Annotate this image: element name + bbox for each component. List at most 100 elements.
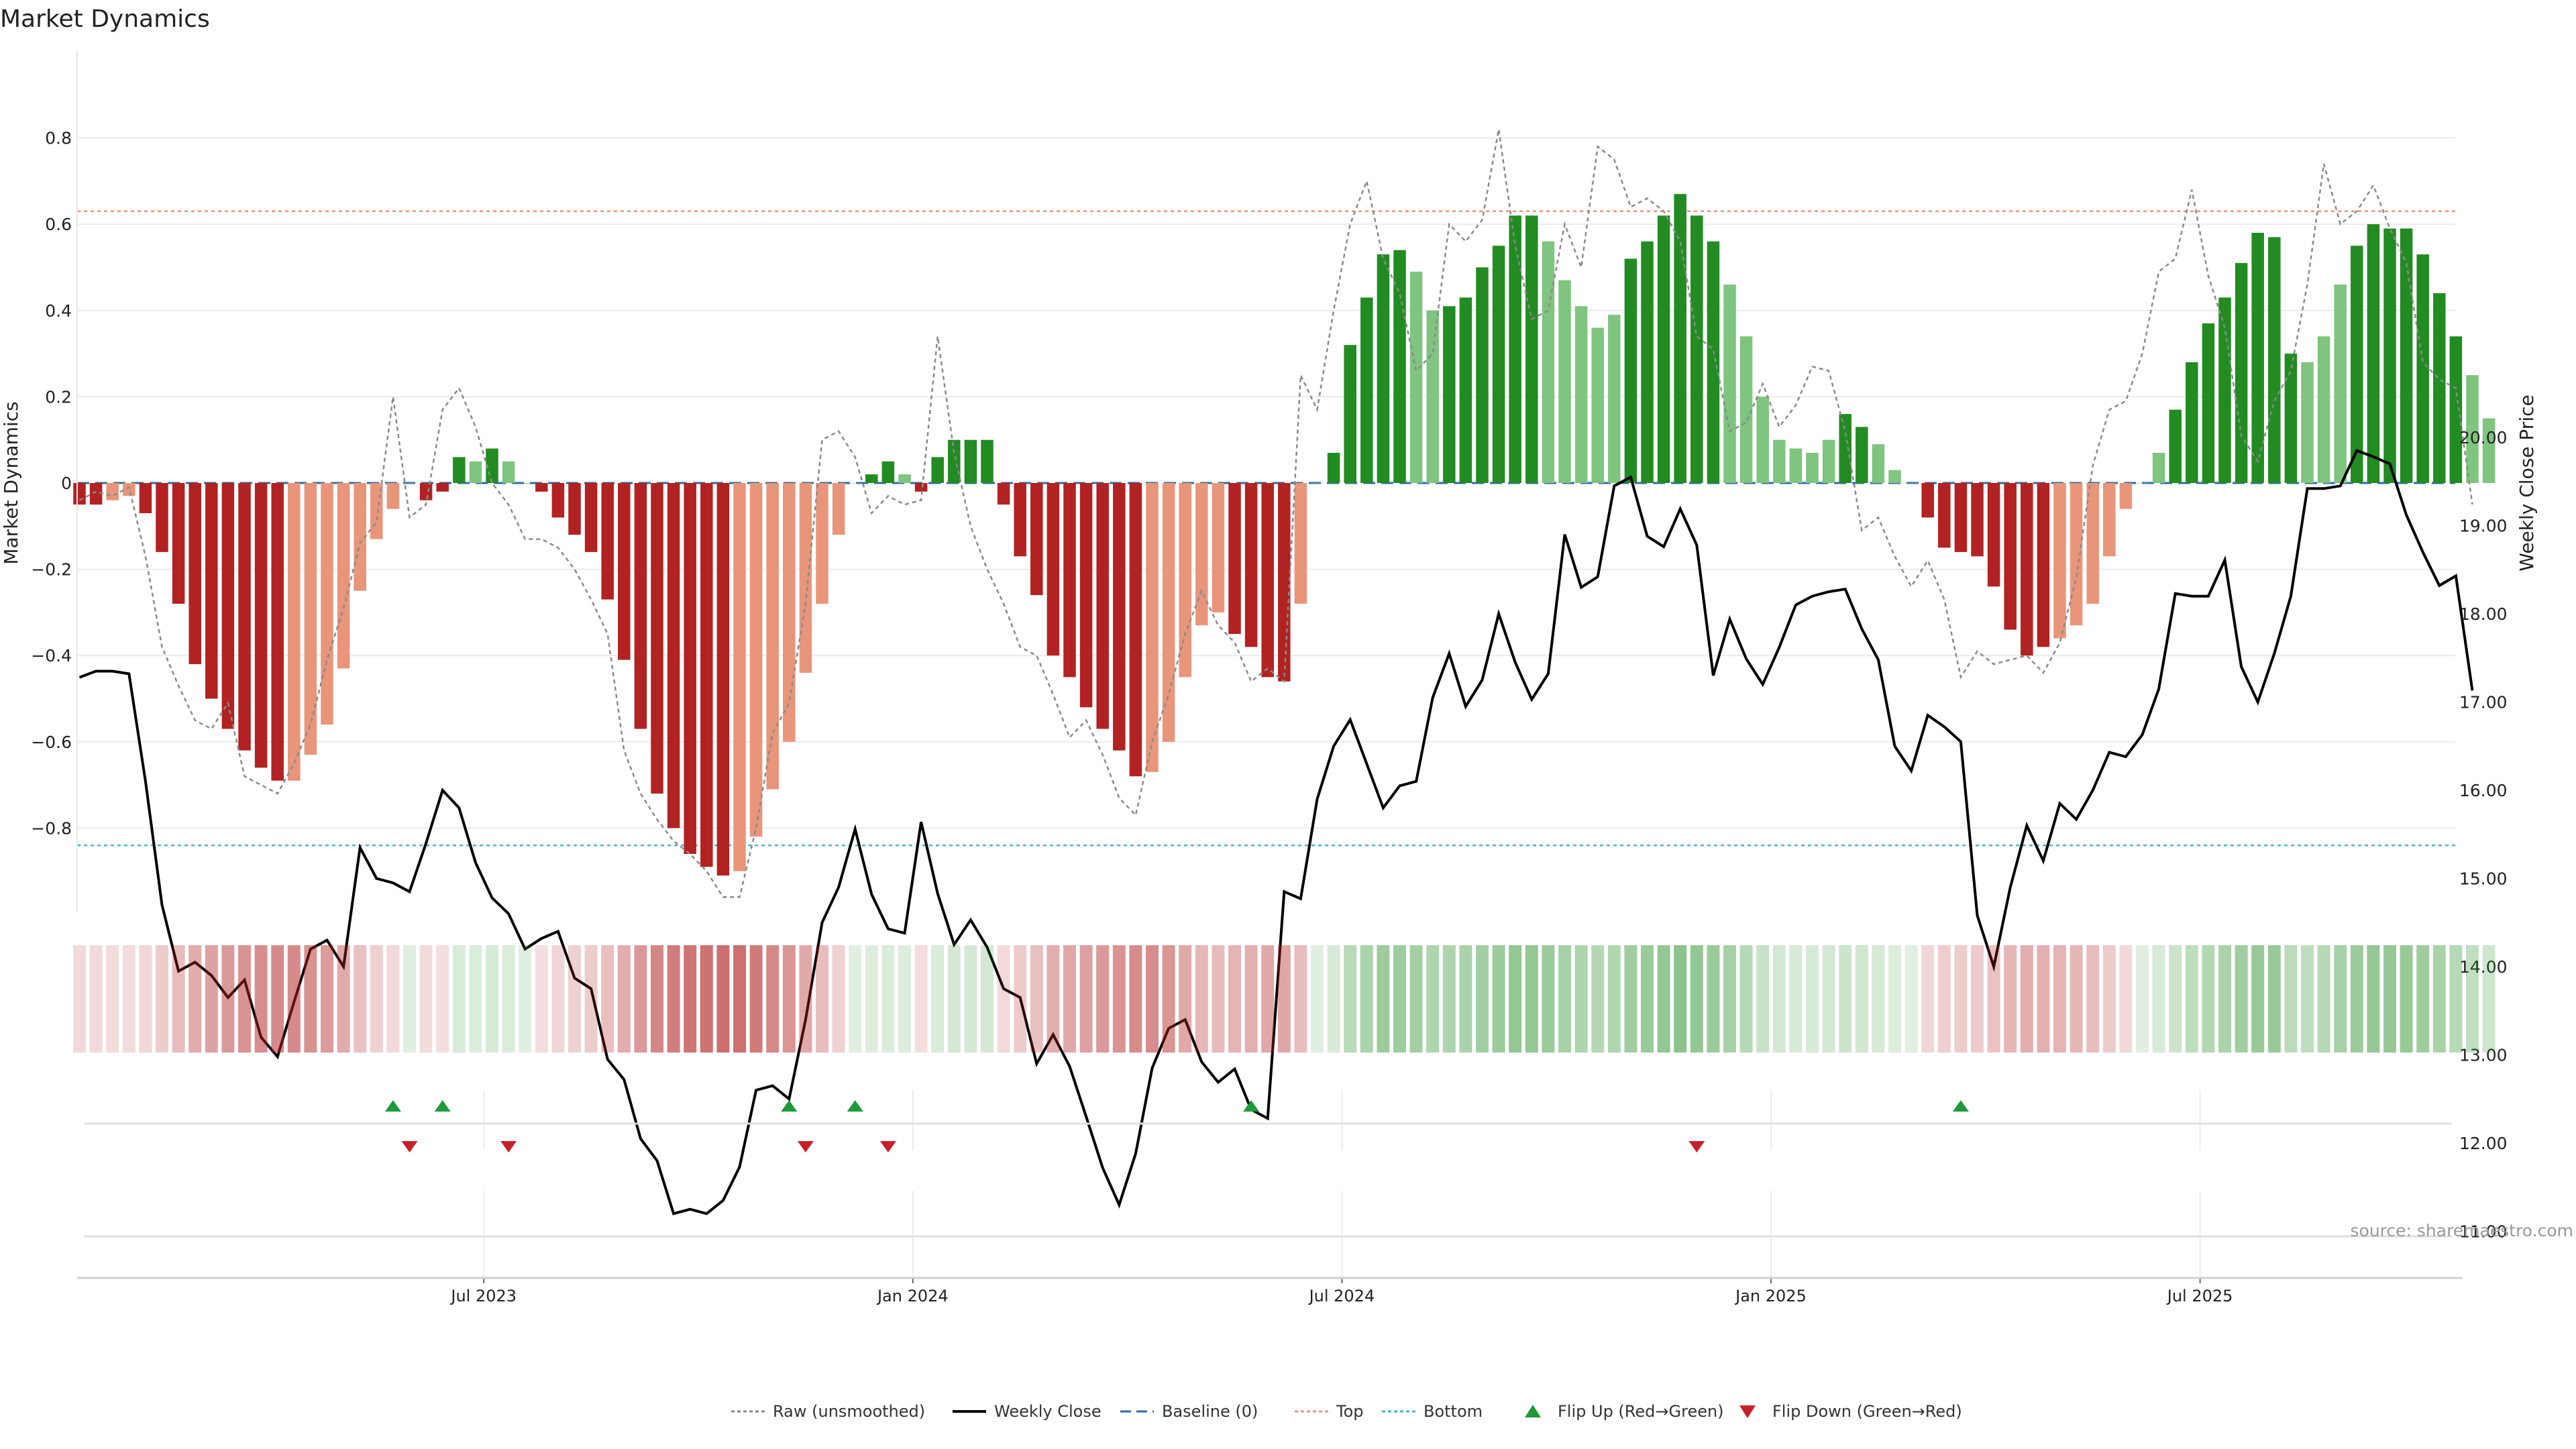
heat-cell bbox=[172, 945, 185, 1053]
heat-cell bbox=[651, 945, 663, 1053]
dynamics-bar bbox=[1228, 483, 1241, 635]
heat-cell bbox=[2169, 945, 2182, 1053]
dynamics-bar bbox=[436, 483, 449, 492]
heat-cell bbox=[502, 945, 515, 1053]
dynamics-bar bbox=[2186, 362, 2198, 483]
heat-cell bbox=[519, 945, 532, 1053]
dynamics-bar bbox=[1046, 483, 1060, 656]
dynamics-bar bbox=[453, 457, 466, 483]
heat-cell bbox=[1921, 945, 1935, 1053]
dynamics-bar bbox=[948, 439, 961, 483]
heat-cell bbox=[749, 945, 763, 1053]
left-tick-label: −0.2 bbox=[31, 560, 72, 580]
heat-cell bbox=[1789, 945, 1803, 1053]
heat-cell bbox=[1162, 945, 1175, 1053]
heat-cell bbox=[1129, 945, 1142, 1053]
flip-up-marker bbox=[384, 1100, 401, 1112]
heat-cell bbox=[1046, 945, 1060, 1053]
dynamics-bar bbox=[1872, 444, 1885, 483]
heat-cell bbox=[1063, 945, 1076, 1053]
dynamics-bar bbox=[2301, 362, 2314, 483]
heat-cell bbox=[1294, 945, 1307, 1053]
flip-down-marker bbox=[879, 1141, 896, 1152]
heat-cell bbox=[1954, 945, 1968, 1053]
heat-cell bbox=[1591, 945, 1605, 1053]
dynamics-bar bbox=[1624, 258, 1638, 483]
dynamics-bar bbox=[403, 483, 416, 484]
dynamics-bar bbox=[1278, 483, 1291, 682]
heat-cell bbox=[881, 945, 895, 1053]
heat-cell bbox=[370, 945, 383, 1053]
heat-cell bbox=[2185, 945, 2198, 1053]
heat-cell bbox=[964, 945, 977, 1053]
heat-cell bbox=[1311, 945, 1324, 1053]
heat-cell bbox=[122, 945, 136, 1053]
legend-item-raw: Raw (unsmoothed) bbox=[731, 1402, 925, 1421]
heat-cell bbox=[1112, 945, 1126, 1053]
heat-cell bbox=[354, 945, 367, 1053]
dynamics-bar bbox=[1476, 267, 1489, 483]
heat-cell bbox=[700, 945, 713, 1053]
dynamics-bar bbox=[1542, 241, 1555, 483]
heat-cell bbox=[1987, 945, 2000, 1053]
dynamics-bar bbox=[1344, 345, 1356, 483]
dynamics-bar bbox=[2482, 418, 2496, 483]
dynamics-bar bbox=[700, 483, 713, 867]
dynamics-bar bbox=[1162, 483, 1175, 742]
dynamics-bar bbox=[2268, 237, 2281, 483]
dynamics-bar bbox=[2086, 483, 2099, 604]
dynamics-bar bbox=[2103, 483, 2116, 557]
dynamics-bar bbox=[1789, 448, 1803, 483]
dynamics-bar bbox=[2351, 246, 2363, 483]
bars bbox=[73, 194, 2496, 876]
dynamics-bar bbox=[2169, 409, 2182, 483]
heat-cell bbox=[2235, 945, 2248, 1053]
heat-cell bbox=[89, 945, 103, 1053]
heat-cell bbox=[205, 945, 218, 1053]
heat-cell bbox=[1360, 945, 1373, 1053]
flip-up-marker bbox=[1952, 1100, 1969, 1112]
legend-item-flip_up: Flip Up (Red→Green) bbox=[1525, 1402, 1724, 1421]
dynamics-bar bbox=[205, 483, 218, 699]
heat-cell bbox=[304, 945, 317, 1053]
heat-cell bbox=[1426, 945, 1440, 1053]
dynamics-bar bbox=[189, 483, 201, 665]
heat-cell bbox=[1674, 945, 1687, 1053]
dynamics-bar bbox=[1723, 284, 1736, 483]
dynamics-bar bbox=[1921, 483, 1934, 518]
heat-cell bbox=[2416, 945, 2430, 1053]
heat-cell bbox=[1971, 945, 1984, 1053]
dynamics-bar bbox=[370, 483, 383, 539]
dynamics-bar bbox=[667, 483, 680, 828]
dynamics-bar bbox=[914, 483, 928, 492]
dynamics-bar bbox=[1525, 215, 1538, 483]
heat-cell bbox=[931, 945, 945, 1053]
heat-cell bbox=[2102, 945, 2116, 1053]
heat-cell bbox=[1641, 945, 1654, 1053]
dynamics-bar bbox=[271, 483, 284, 781]
heat-cell bbox=[2400, 945, 2413, 1053]
dynamics-bar bbox=[254, 483, 268, 768]
dynamics-bar bbox=[568, 483, 581, 535]
dynamics-bar bbox=[386, 483, 400, 509]
heat-cell bbox=[1574, 945, 1588, 1053]
heat-cell bbox=[1607, 945, 1621, 1053]
dynamics-bar bbox=[2202, 323, 2215, 483]
heat-cell bbox=[865, 945, 878, 1053]
heat-cell bbox=[2267, 945, 2281, 1053]
heat-cell bbox=[601, 945, 614, 1053]
heat-cell bbox=[1014, 945, 1027, 1053]
left-tick-label: 0.4 bbox=[45, 301, 72, 321]
dynamics-bar bbox=[2433, 293, 2446, 483]
left-tick-label: −0.6 bbox=[31, 733, 72, 752]
left-tick-label: −0.8 bbox=[31, 818, 72, 838]
heat-cell bbox=[1179, 945, 1192, 1053]
legend-label: Baseline (0) bbox=[1162, 1402, 1258, 1421]
dynamics-bar bbox=[139, 483, 152, 514]
dynamics-bar bbox=[601, 483, 614, 600]
heat-cell bbox=[2119, 945, 2133, 1053]
heat-cell bbox=[2251, 945, 2265, 1053]
dynamics-bar bbox=[1377, 254, 1390, 483]
heat-cell bbox=[1079, 945, 1093, 1053]
